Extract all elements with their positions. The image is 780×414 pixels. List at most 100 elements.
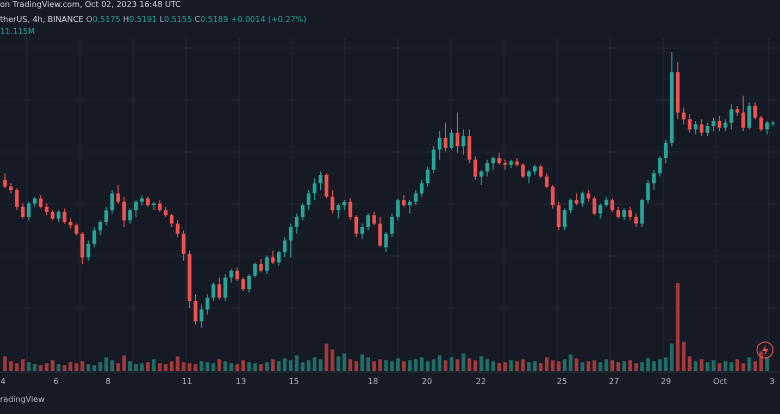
candle [491, 156, 496, 170]
candle-body [413, 193, 418, 202]
candle [717, 115, 722, 132]
candle [9, 183, 13, 194]
volume-bar [443, 360, 448, 371]
volume-bar [342, 353, 347, 371]
x-tick-label: 25 [557, 377, 567, 386]
volume-bar [330, 349, 335, 371]
volume-bar [467, 358, 472, 371]
volume-bar [753, 361, 758, 371]
candle-body [544, 176, 549, 187]
candle-body [306, 193, 311, 206]
candle [765, 121, 769, 135]
candle [300, 203, 305, 221]
volume-bar [92, 365, 97, 371]
volume-bar [277, 361, 281, 371]
candle [747, 102, 752, 130]
volume-bar [223, 361, 228, 371]
candle [735, 105, 740, 116]
candle-body [56, 211, 61, 219]
ohlc-label-l: L [159, 15, 165, 24]
volume-bar [711, 360, 716, 371]
ohlc-label-c: C [194, 15, 201, 24]
volume-bar [515, 361, 519, 371]
volume-bar [74, 363, 79, 371]
volume-bar [9, 361, 13, 371]
candle-body [140, 198, 144, 202]
candle [241, 277, 245, 291]
volume-bar [3, 356, 7, 371]
candle-body [277, 252, 281, 263]
candle [402, 195, 406, 207]
candle [330, 190, 335, 214]
volume-bar [604, 359, 609, 371]
candle [56, 210, 61, 222]
candle [652, 169, 656, 190]
candle-body [449, 132, 454, 148]
candle-body [116, 193, 120, 202]
candle [3, 173, 7, 189]
volume-bar [56, 364, 61, 371]
candle [217, 277, 222, 300]
x-tick-label: 13 [236, 377, 246, 386]
volume-bar [419, 357, 424, 371]
candle [223, 274, 228, 302]
volume-bar [390, 361, 394, 371]
volume-bar [336, 356, 341, 371]
volume-bar [664, 357, 668, 371]
volume-bar [699, 359, 704, 371]
candle-body [473, 159, 478, 177]
candle-body [461, 136, 466, 147]
candle-body [282, 240, 287, 253]
candle-body [68, 221, 73, 226]
volume-bar [425, 361, 430, 371]
candle-body [687, 119, 692, 130]
candle [425, 166, 430, 187]
volume-bar [44, 363, 49, 371]
candle-body [765, 122, 769, 130]
candle [503, 159, 507, 170]
volume-bar [38, 365, 43, 371]
x-tick-label: 18 [368, 377, 378, 386]
volume-bar [473, 360, 478, 371]
candle [271, 250, 275, 265]
candle [586, 190, 591, 202]
candle [282, 237, 287, 258]
candle-body [568, 200, 573, 211]
candle-body [342, 201, 347, 206]
volume-bar [396, 358, 400, 371]
candle [116, 184, 120, 204]
candle-body [128, 210, 132, 221]
volume-bar [282, 358, 287, 371]
volume-bar [253, 363, 257, 371]
candle [169, 213, 174, 228]
ohlc-values: O0.5175 H0.5191 L0.5155 C0.5189 [86, 15, 231, 24]
volume-bar [122, 355, 126, 371]
candle-body [336, 205, 341, 211]
candle-body [26, 203, 31, 217]
candle-body [503, 163, 507, 165]
candle [128, 208, 132, 224]
volume-bar [20, 359, 25, 371]
candle-body [390, 216, 394, 234]
time-axis: 4 6 8 11 13 15 18 20 22 25 27 29 Oct 3 [0, 377, 774, 386]
candle [568, 198, 573, 214]
volume-bar [497, 363, 501, 371]
candle [199, 304, 204, 328]
volume-bar [580, 362, 585, 371]
candle [675, 62, 680, 120]
candle-body [402, 200, 406, 206]
candle [580, 191, 585, 207]
candle [306, 190, 311, 211]
candle-body [747, 105, 752, 128]
volume-bar [372, 361, 376, 371]
candle [437, 131, 442, 160]
candle [372, 211, 376, 226]
candle [74, 223, 79, 236]
scroll-to-realtime-button[interactable] [756, 341, 774, 359]
candle [711, 117, 716, 132]
candle-body [86, 243, 91, 258]
candle [461, 129, 466, 155]
volume-bar [521, 359, 525, 371]
candle-body [265, 257, 269, 271]
